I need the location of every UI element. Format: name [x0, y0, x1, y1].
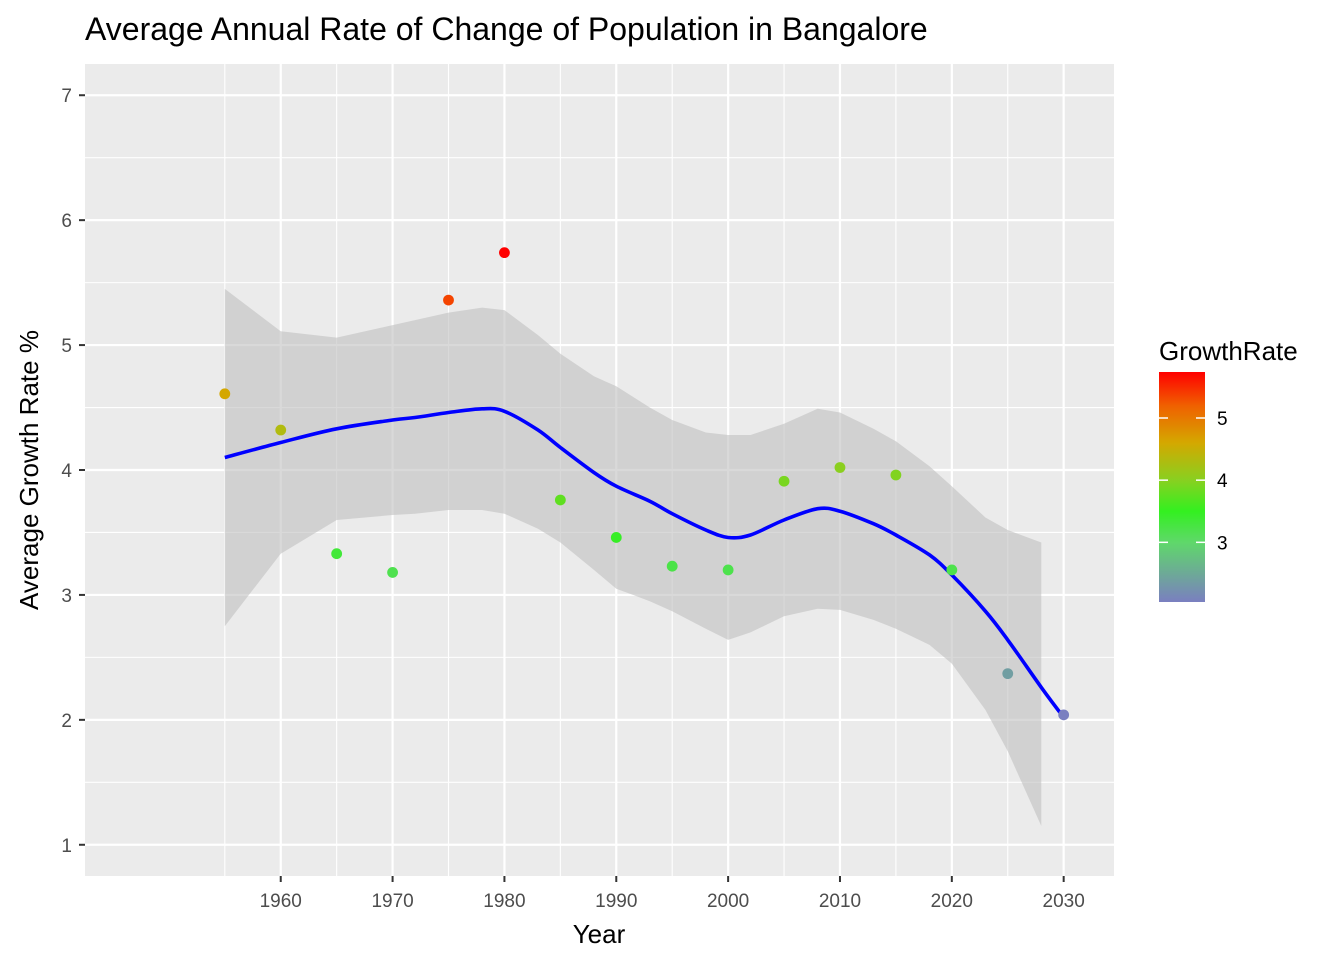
y-tick-label: 1: [61, 836, 72, 857]
x-tick-label: 1990: [595, 891, 637, 912]
legend-tick-label: 3: [1217, 533, 1228, 554]
legend-ticks: 3 4 5: [1159, 409, 1228, 554]
chart-title: Average Annual Rate of Change of Populat…: [85, 11, 928, 47]
data-point: [1058, 709, 1070, 721]
data-point: [946, 564, 958, 576]
data-point: [275, 424, 287, 436]
legend: GrowthRate 3 4 5: [1159, 336, 1298, 602]
legend-colorbar: [1159, 372, 1205, 602]
x-tick-label: 1960: [260, 891, 302, 912]
y-tick-label: 2: [61, 711, 72, 732]
y-tick-label: 5: [61, 336, 72, 357]
data-point: [610, 532, 622, 543]
y-tick-label: 3: [61, 586, 72, 607]
data-point: [331, 548, 343, 560]
x-tick-label: 2010: [819, 891, 861, 912]
y-tick-label: 4: [61, 461, 72, 482]
data-point: [778, 475, 790, 487]
legend-tick-label: 5: [1217, 409, 1228, 430]
legend-title: GrowthRate: [1159, 336, 1298, 366]
legend-tick-label: 4: [1217, 471, 1228, 492]
data-point: [890, 469, 902, 481]
data-point: [499, 247, 510, 259]
data-point: [554, 494, 566, 506]
data-points: [219, 247, 1070, 721]
data-point: [219, 388, 231, 400]
data-point: [722, 564, 734, 576]
x-tick-label: 1970: [371, 891, 413, 912]
x-tick-label: 2000: [707, 891, 749, 912]
confidence-band: [224, 288, 1042, 826]
data-point: [834, 462, 846, 473]
smooth-line: [224, 406, 1066, 719]
data-point: [387, 567, 398, 578]
x-tick-label: 1980: [483, 891, 525, 912]
confidence-band-area: [224, 288, 1042, 826]
data-point: [443, 294, 454, 306]
y-axis-title: Average Growth Rate %: [14, 330, 44, 610]
axes: 1960 1970 1980 1990 2000 2010 2020 2030 1 2 3 4 5 6 7: [61, 86, 1084, 912]
data-point: [666, 560, 678, 572]
y-tick-label: 7: [61, 86, 72, 107]
y-tick-label: 6: [61, 211, 72, 232]
data-point: [1002, 668, 1014, 680]
x-axis-title: Year: [573, 919, 626, 949]
smooth-line-path: [224, 406, 1066, 719]
x-tick-label: 2020: [931, 891, 973, 912]
x-tick-label: 2030: [1043, 891, 1085, 912]
